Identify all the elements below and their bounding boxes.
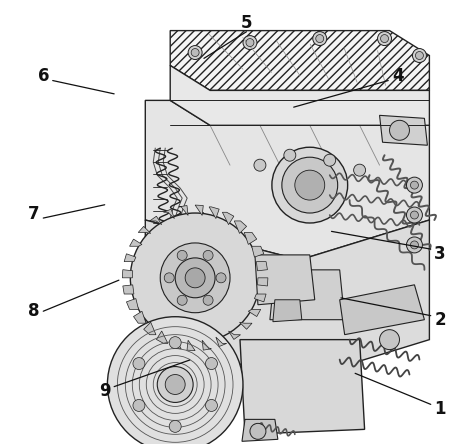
Polygon shape xyxy=(216,337,227,347)
Circle shape xyxy=(250,423,266,439)
Circle shape xyxy=(133,400,145,412)
Text: 6: 6 xyxy=(37,67,49,85)
Circle shape xyxy=(407,207,422,223)
Circle shape xyxy=(415,52,423,60)
Polygon shape xyxy=(270,270,345,320)
Circle shape xyxy=(216,273,226,283)
Circle shape xyxy=(407,237,422,253)
Circle shape xyxy=(295,170,325,200)
Polygon shape xyxy=(255,294,266,302)
Polygon shape xyxy=(134,311,146,323)
Text: 1: 1 xyxy=(435,400,446,418)
Polygon shape xyxy=(122,270,133,278)
Polygon shape xyxy=(234,221,246,234)
Circle shape xyxy=(324,154,336,166)
Circle shape xyxy=(246,39,254,47)
Circle shape xyxy=(185,268,205,288)
Text: 2: 2 xyxy=(434,311,446,329)
Polygon shape xyxy=(144,322,156,335)
Circle shape xyxy=(169,337,181,348)
Text: 8: 8 xyxy=(28,302,39,320)
Polygon shape xyxy=(222,212,234,225)
Text: 3: 3 xyxy=(434,245,446,263)
Circle shape xyxy=(282,157,337,213)
Circle shape xyxy=(188,45,202,60)
Circle shape xyxy=(160,243,230,313)
Circle shape xyxy=(412,49,427,62)
Polygon shape xyxy=(242,419,278,441)
Circle shape xyxy=(157,367,193,402)
Polygon shape xyxy=(252,246,264,257)
Polygon shape xyxy=(138,227,151,234)
Circle shape xyxy=(191,49,199,57)
Circle shape xyxy=(410,211,419,219)
Circle shape xyxy=(175,258,215,298)
Polygon shape xyxy=(123,285,134,294)
Text: 9: 9 xyxy=(99,382,110,400)
Circle shape xyxy=(272,147,347,223)
Polygon shape xyxy=(255,255,315,305)
Circle shape xyxy=(133,358,145,369)
Polygon shape xyxy=(209,207,219,218)
Polygon shape xyxy=(239,322,252,329)
Polygon shape xyxy=(248,309,261,316)
Polygon shape xyxy=(127,299,138,309)
Polygon shape xyxy=(124,254,136,262)
Circle shape xyxy=(410,181,419,189)
Circle shape xyxy=(177,295,187,305)
Polygon shape xyxy=(129,239,142,246)
Circle shape xyxy=(203,251,213,260)
Polygon shape xyxy=(257,278,268,286)
Text: 7: 7 xyxy=(28,205,40,222)
Circle shape xyxy=(378,32,392,45)
Circle shape xyxy=(203,295,213,305)
Polygon shape xyxy=(150,216,162,225)
Polygon shape xyxy=(380,115,428,145)
Circle shape xyxy=(316,35,324,43)
Polygon shape xyxy=(273,300,302,322)
Polygon shape xyxy=(256,262,267,271)
Polygon shape xyxy=(244,232,257,244)
Circle shape xyxy=(313,32,327,45)
Polygon shape xyxy=(240,340,365,434)
Polygon shape xyxy=(171,337,181,349)
Circle shape xyxy=(130,213,260,343)
Circle shape xyxy=(108,317,243,445)
Circle shape xyxy=(205,400,218,412)
Polygon shape xyxy=(179,206,188,215)
Circle shape xyxy=(390,120,410,140)
Circle shape xyxy=(165,375,185,394)
Polygon shape xyxy=(170,65,429,125)
Polygon shape xyxy=(187,340,195,351)
Polygon shape xyxy=(340,285,424,335)
Polygon shape xyxy=(170,31,429,90)
Polygon shape xyxy=(146,220,429,380)
Circle shape xyxy=(205,358,218,369)
Circle shape xyxy=(177,251,187,260)
Text: 4: 4 xyxy=(392,67,403,85)
Text: 5: 5 xyxy=(241,14,252,32)
Circle shape xyxy=(284,149,296,161)
Circle shape xyxy=(254,159,266,171)
Circle shape xyxy=(410,241,419,249)
Circle shape xyxy=(354,164,365,176)
Circle shape xyxy=(380,330,400,350)
Polygon shape xyxy=(146,101,429,260)
Circle shape xyxy=(243,36,257,49)
Polygon shape xyxy=(156,331,168,344)
Circle shape xyxy=(169,421,181,433)
Polygon shape xyxy=(195,205,203,215)
Polygon shape xyxy=(164,209,174,218)
Circle shape xyxy=(164,273,174,283)
Circle shape xyxy=(407,177,422,193)
Polygon shape xyxy=(228,331,240,340)
Polygon shape xyxy=(202,340,211,350)
Circle shape xyxy=(381,35,389,43)
